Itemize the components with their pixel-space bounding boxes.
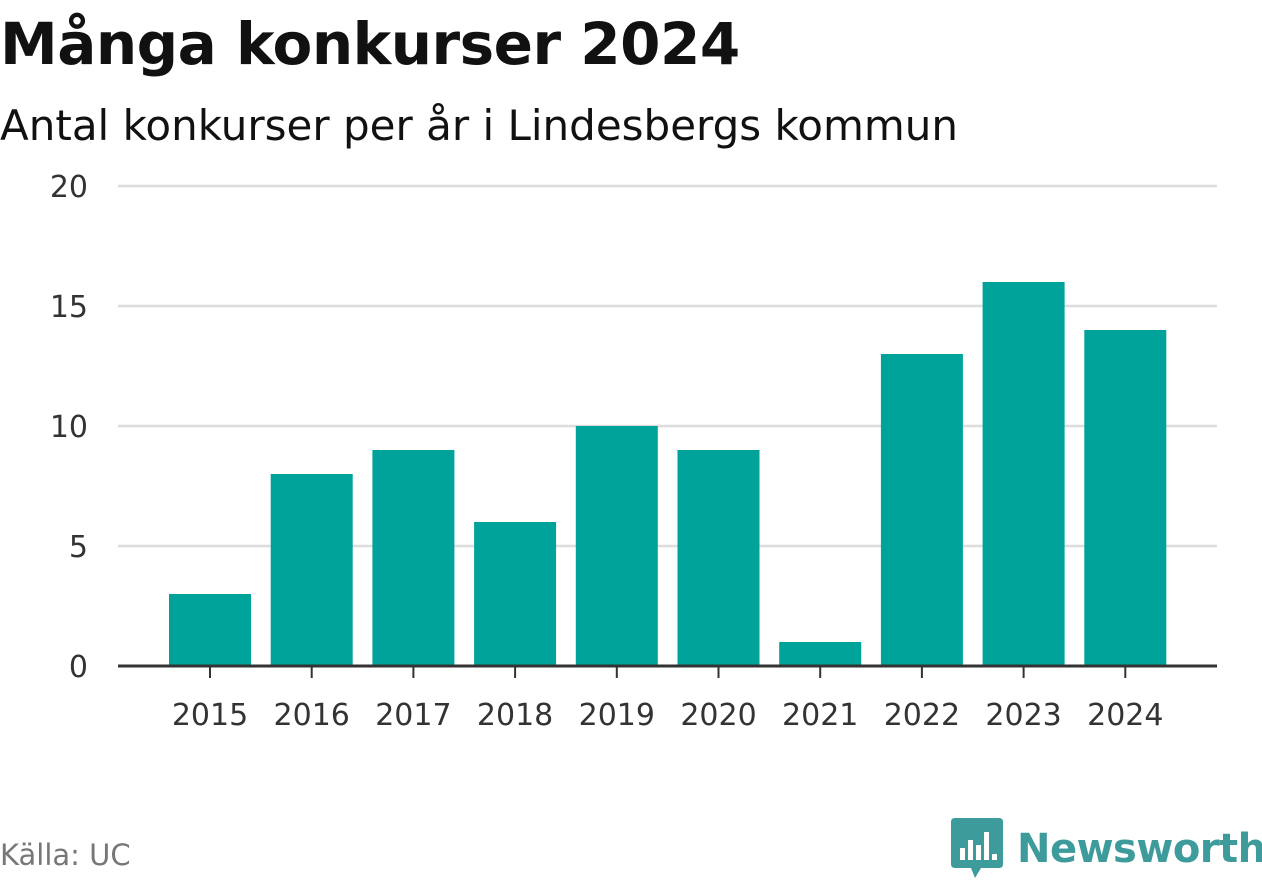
y-tick-label: 15 [50,290,88,325]
bar-chart: 0 5 10 15 20 2015 2016 2017 2018 2019 2020 2021 202… [50,170,1217,733]
x-tick-label: 2020 [680,698,756,733]
x-tick-label: 2021 [782,698,858,733]
x-tick-label: 2016 [274,698,350,733]
bar-2016 [270,474,353,666]
y-tick-labels: 0 5 10 15 20 [50,170,88,685]
bar-2024 [1084,330,1167,666]
newsworthy-logo: Newsworthy [951,818,1262,880]
bar-2021 [779,642,862,666]
chart-title: Många konkurser 2024 [0,10,740,78]
x-tick-label: 2023 [985,698,1061,733]
y-tick-label: 5 [69,530,88,565]
bar-2015 [169,594,251,666]
bar-2018 [474,522,557,666]
source-note: Källa: UC [0,838,131,872]
x-tick-label: 2017 [375,698,451,733]
bar-2023 [982,282,1065,666]
bar-2020 [677,450,760,666]
x-tick-label: 2018 [477,698,553,733]
bars [169,282,1167,666]
chart-subtitle: Antal konkurser per år i Lindesbergs kom… [0,101,959,150]
y-tick-label: 10 [50,410,88,445]
x-tick-label: 2024 [1087,698,1163,733]
x-axis [118,664,1217,678]
bar-2019 [575,426,658,666]
bar-chart-speech-bubble-icon [951,818,1003,878]
y-tick-label: 0 [69,650,88,685]
y-tick-label: 20 [50,170,88,205]
bar-2022 [880,354,963,666]
x-tick-label: 2022 [884,698,960,733]
x-tick-labels: 2015 2016 2017 2018 2019 2020 2021 2022 2023 2024 [172,698,1164,733]
bar-2017 [372,450,455,666]
x-tick-label: 2015 [172,698,248,733]
x-tick-label: 2019 [579,698,655,733]
brand-name: Newsworthy [1017,826,1262,872]
